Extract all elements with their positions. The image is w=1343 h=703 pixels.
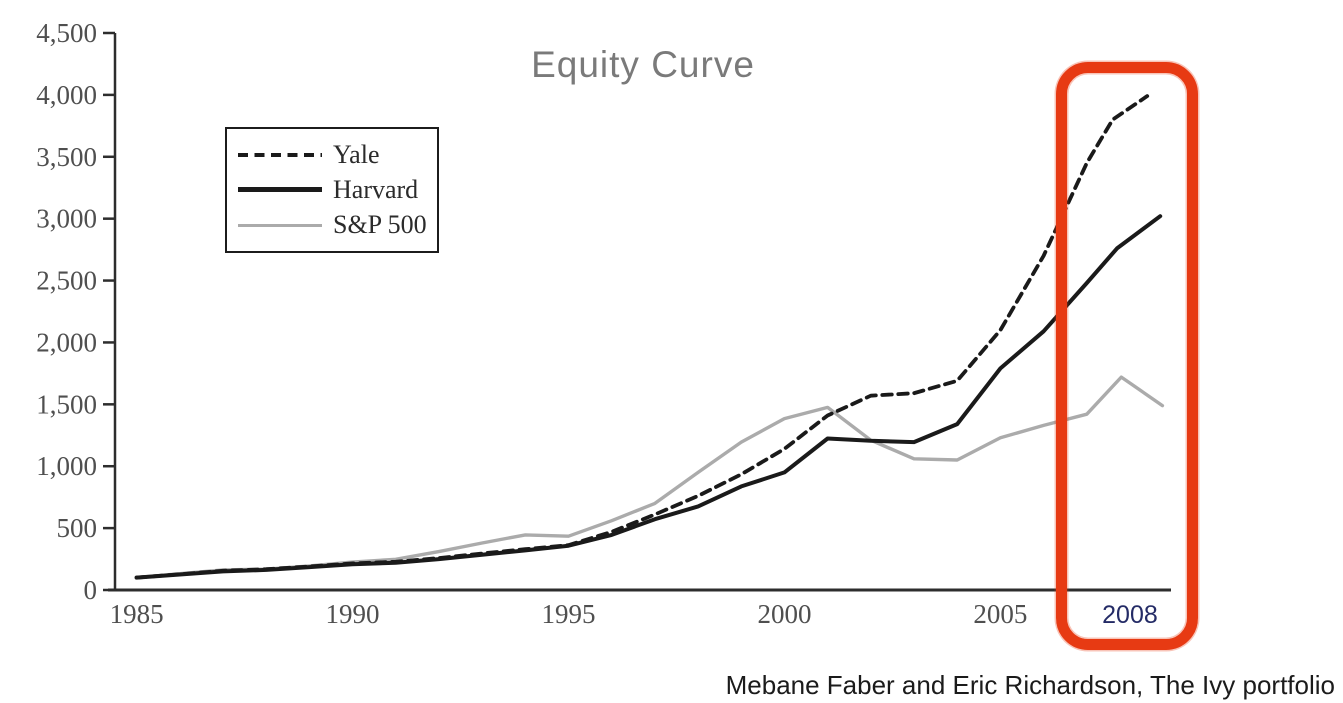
y-tick-label: 2,000 <box>36 327 97 357</box>
x-tick-label-1990: 1990 <box>326 599 380 629</box>
y-tick-label: 4,000 <box>36 80 97 110</box>
y-tick-label: 0 <box>84 575 98 605</box>
x-tick-label-2005: 2005 <box>973 599 1027 629</box>
legend-item-yale: Yale <box>238 139 431 169</box>
legend-label-s-p-500: S&P 500 <box>333 210 427 240</box>
x-tick-label-2008: 2008 <box>1102 601 1158 629</box>
legend: Yale Harvard S&P 500 <box>225 127 439 253</box>
y-tick-label: 500 <box>57 513 98 543</box>
legend-label-harvard: Harvard <box>333 174 419 204</box>
legend-line-sample-yale <box>238 152 322 157</box>
y-tick-label: 2,500 <box>36 266 97 296</box>
legend-line-sample-harvard <box>238 187 322 193</box>
highlight-box-2008 <box>1056 62 1198 650</box>
legend-line-sample-s-p-500 <box>238 223 322 227</box>
y-tick-label: 1,000 <box>36 451 97 481</box>
series-line-s-p-500 <box>134 375 1165 580</box>
y-tick-label: 3,000 <box>36 204 97 234</box>
series-line-harvard <box>134 214 1163 580</box>
y-tick-label: 4,500 <box>36 18 97 48</box>
y-tick-label: 1,500 <box>36 389 97 419</box>
legend-item-s-p-500: S&P 500 <box>238 212 431 238</box>
legend-label-yale: Yale <box>333 139 380 169</box>
chart-title: Equity Curve <box>531 44 755 85</box>
legend-item-harvard: Harvard <box>238 174 431 204</box>
x-tick-label-1995: 1995 <box>541 599 595 629</box>
x-tick-label-2000: 2000 <box>757 599 811 629</box>
source-caption: Mebane Faber and Eric Richardson, The Iv… <box>725 670 1335 700</box>
x-tick-label-1985: 1985 <box>110 599 164 629</box>
series-line-yale <box>134 94 1150 580</box>
y-tick-label: 3,500 <box>36 142 97 172</box>
